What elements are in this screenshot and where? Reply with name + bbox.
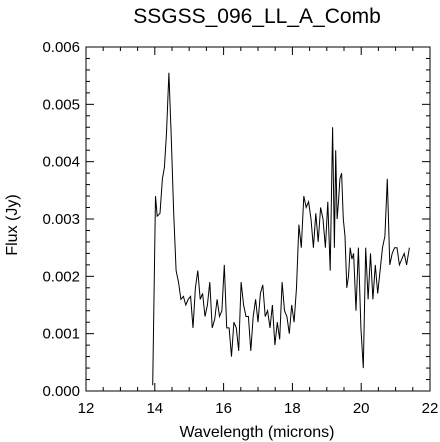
y-axis: 0.000 0.001 0.002 0.003 0.004 0.005 0.006 [42, 39, 430, 400]
plot-border [85, 46, 431, 392]
x-tick-label: 22 [422, 400, 439, 417]
series-line [152, 72, 410, 386]
x-axis: 12 14 16 18 20 22 [78, 47, 439, 417]
chart-title: SSGSS_096_LL_A_Comb [133, 5, 381, 28]
y-tick-label: 0.001 [42, 326, 80, 343]
x-axis-label: Wavelength (microns) [179, 424, 334, 441]
y-tick-label: 0.000 [42, 383, 80, 400]
x-tick-label: 20 [353, 400, 370, 417]
x-tick-label: 14 [146, 400, 163, 417]
x-tick-label: 18 [284, 400, 301, 417]
y-tick-label: 0.005 [42, 96, 80, 113]
y-tick-label: 0.002 [42, 268, 80, 285]
x-tick-label: 12 [78, 400, 95, 417]
y-tick-label: 0.004 [42, 154, 80, 171]
y-tick-label: 0.003 [42, 211, 80, 228]
x-tick-label: 16 [215, 400, 232, 417]
plot-frame [85, 46, 431, 392]
y-tick-label: 0.006 [42, 39, 80, 56]
series-group [152, 72, 410, 386]
y-axis-label: Flux (Jy) [4, 194, 21, 255]
